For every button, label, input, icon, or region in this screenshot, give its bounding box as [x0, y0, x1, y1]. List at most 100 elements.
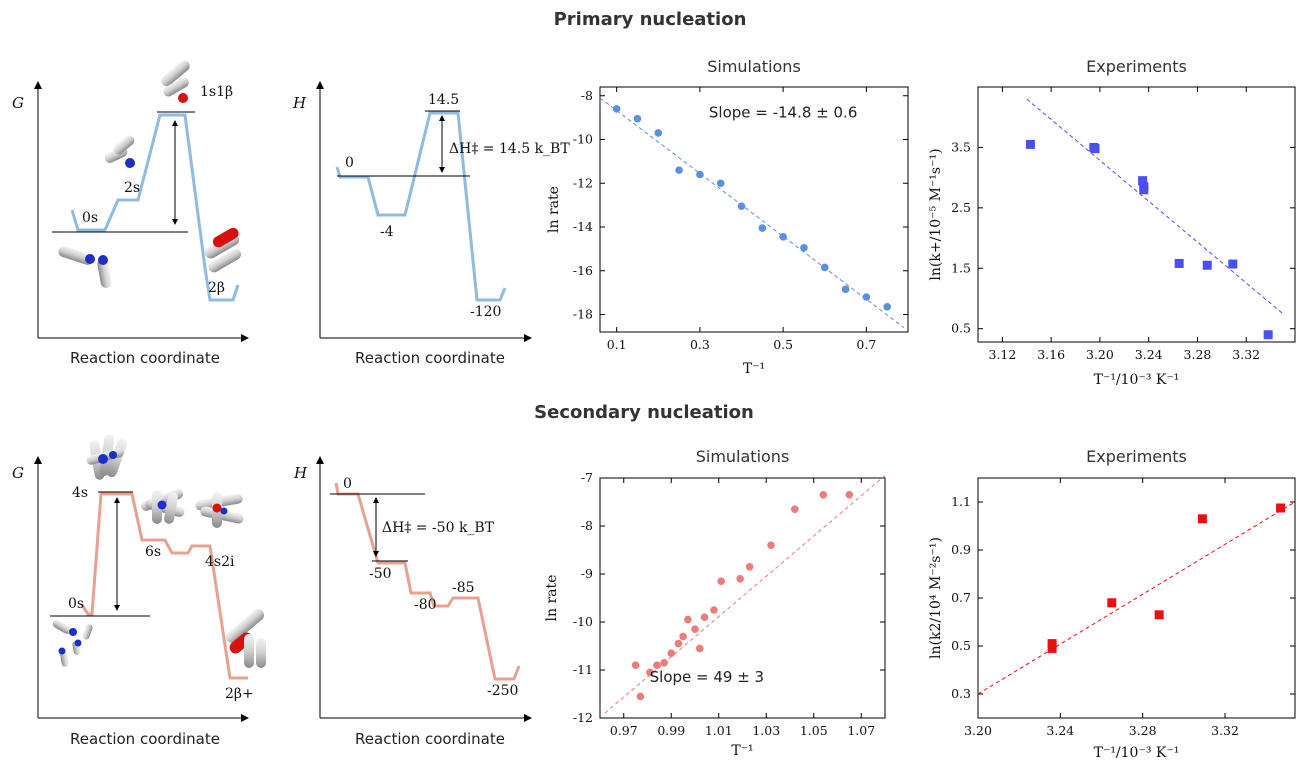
- y-tick-label: 0.9: [951, 542, 971, 557]
- y-tick-label: 1.5: [951, 260, 971, 275]
- x-tick-label: 1.07: [847, 723, 875, 738]
- chart-title: Experiments: [1086, 447, 1187, 466]
- x-tick-label: 1.01: [705, 723, 733, 738]
- data-point: [883, 303, 891, 311]
- data-point: [1139, 185, 1149, 195]
- y-tick-label: -10: [573, 614, 593, 629]
- level-label-0: 0: [345, 155, 354, 171]
- y-tick-label: 0.7: [951, 590, 971, 605]
- fit-line: [599, 97, 905, 329]
- data-point: [633, 114, 642, 123]
- molecule-6s: [141, 489, 185, 524]
- data-point: [612, 105, 621, 113]
- enthalpy-profile-line: [335, 111, 507, 302]
- plot-frame: [599, 86, 909, 333]
- data-point: [1047, 639, 1057, 649]
- data-point: [667, 649, 676, 657]
- energy-profile-line: [70, 113, 240, 302]
- data-point: [674, 639, 683, 648]
- molecule-2b-plus: [225, 609, 266, 668]
- data-point: [1047, 643, 1057, 653]
- state-label-2s: 2s: [124, 180, 140, 196]
- data-point: [700, 613, 709, 621]
- molecule-1s1b: [161, 60, 190, 103]
- data-point: [1197, 514, 1207, 524]
- y-tick-label: 3.5: [951, 139, 971, 154]
- data-point: [684, 615, 692, 624]
- molecule-2s: [104, 135, 135, 168]
- state-label-4s2i: 4s2i: [205, 554, 235, 570]
- slope-annotation: Slope = -14.8 ± 0.6: [709, 104, 858, 122]
- x-tick-label: 3.16: [1037, 347, 1065, 362]
- panel-primary-h: H Reaction coordinate 0 -4 14.5 -120 ΔH‡…: [292, 81, 570, 367]
- data-point: [737, 202, 746, 211]
- x-tick-label: 0.97: [610, 723, 638, 738]
- level-label-minus80: -80: [414, 597, 437, 613]
- x-axis-label: Reaction coordinate: [355, 730, 505, 748]
- y-axis-label: H: [292, 94, 307, 112]
- y-tick-label: -16: [573, 263, 593, 278]
- x-tick-label: 3.28: [1129, 723, 1157, 738]
- x-axis-label: T⁻¹/10⁻³ K⁻¹: [1094, 372, 1180, 388]
- level-label-minus120: -120: [470, 304, 501, 320]
- molecule-4s: [86, 434, 128, 480]
- data-point: [691, 625, 699, 633]
- data-point: [1174, 258, 1184, 268]
- state-label-2b-plus: 2β+: [225, 686, 254, 702]
- panel-secondary-g: G Reaction coordinate 0s 4s 6s 4s2i 2β+: [12, 434, 266, 748]
- data-point: [1263, 330, 1273, 340]
- data-point: [845, 491, 854, 499]
- data-point: [819, 491, 828, 499]
- data-point: [862, 293, 871, 301]
- molecule-2b: [204, 227, 242, 273]
- data-point: [660, 659, 668, 667]
- x-tick-label: 0.5: [773, 337, 793, 352]
- data-point: [1090, 144, 1100, 154]
- state-label-4s: 4s: [72, 485, 88, 501]
- level-label-minus250: -250: [487, 683, 518, 699]
- state-label-2b: 2β: [208, 280, 225, 296]
- y-tick-label: -18: [573, 307, 593, 322]
- state-label-0s: 0s: [82, 210, 98, 226]
- y-tick-label: -7: [581, 470, 593, 485]
- y-tick-label: -12: [573, 710, 593, 725]
- data-point: [653, 661, 661, 669]
- data-point: [841, 285, 850, 294]
- data-point: [1138, 176, 1148, 186]
- y-axis-label: G: [12, 464, 24, 482]
- y-axis-label: G: [12, 94, 24, 112]
- y-tick-label: 2.5: [951, 200, 971, 215]
- y-tick-label: -9: [581, 566, 593, 581]
- data-point: [631, 661, 640, 669]
- data-point: [1107, 598, 1117, 608]
- x-tick-label: 3.24: [1135, 347, 1163, 362]
- data-point: [675, 166, 683, 174]
- dh-annotation: ΔH‡ = 14.5 k_BT: [449, 141, 570, 157]
- x-axis-label: Reaction coordinate: [70, 349, 220, 367]
- level-label-minus4: -4: [380, 224, 394, 240]
- data-point: [717, 577, 725, 585]
- y-axis-label: ln rate: [544, 575, 560, 622]
- y-tick-label: 0.3: [951, 686, 971, 701]
- dh-annotation: ΔH‡ = -50 k_BT: [382, 520, 495, 536]
- data-point: [745, 563, 754, 571]
- level-label-minus50: -50: [369, 566, 392, 582]
- data-point: [779, 233, 787, 241]
- data-point: [800, 243, 808, 252]
- panel-secondary-h: H Reaction coordinate 0 -50 -80 -85 -250…: [293, 456, 532, 748]
- data-point: [696, 170, 704, 179]
- level-label-14-5: 14.5: [428, 92, 459, 108]
- row-title-primary: Primary nucleation: [554, 9, 747, 30]
- y-axis-label: ln(k2/10⁴ M⁻²s⁻¹): [928, 537, 944, 659]
- x-tick-label: 1.03: [752, 723, 780, 738]
- y-tick-label: -8: [581, 518, 593, 533]
- y-axis-label: H: [293, 464, 308, 482]
- chart-title: Simulations: [707, 57, 801, 76]
- panel-primary-g: G Reaction coordinate 0s 2s 1s1β 2β: [12, 60, 249, 367]
- data-point: [710, 606, 718, 614]
- x-tick-label: 0.7: [856, 337, 876, 352]
- y-tick-label: -12: [573, 175, 593, 190]
- state-label-1s1b: 1s1β: [200, 84, 233, 100]
- x-tick-label: 3.20: [1086, 347, 1114, 362]
